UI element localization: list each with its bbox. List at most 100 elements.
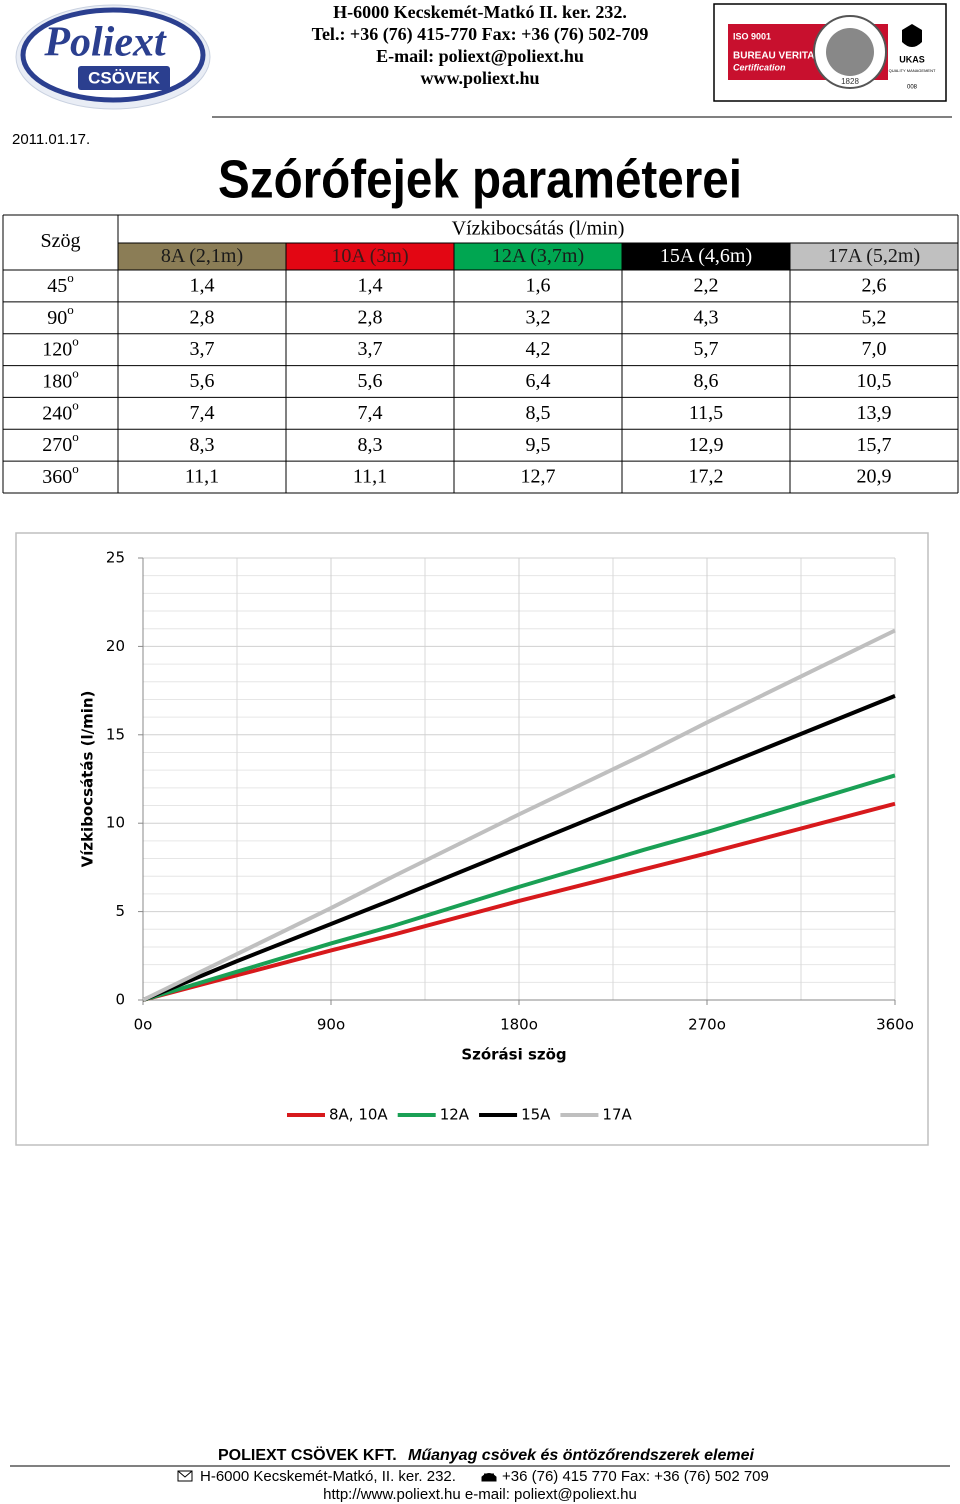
series-line: [142, 773, 896, 1002]
table-cell: 3,2: [526, 306, 551, 328]
table-cell: 2,6: [862, 275, 887, 297]
y-tick-label: 0: [115, 991, 125, 1009]
footer-tagline: Műanyag csövek és öntözőrendszerek eleme…: [408, 1447, 754, 1464]
footer-web: http://www.poliext.hu e-mail: poliext@po…: [323, 1486, 637, 1503]
table-cell: 11,1: [353, 466, 387, 488]
table-cell: 12,7: [521, 466, 556, 488]
phone-icon: [481, 1473, 497, 1482]
x-tick-label: 180o: [500, 1016, 538, 1034]
table-cell: 9,5: [526, 434, 551, 456]
angle: 360: [42, 466, 72, 488]
header-line: www.poliext.hu: [420, 68, 539, 88]
row-label: 180o: [42, 365, 79, 392]
angle-unit: o: [72, 397, 79, 412]
column-header-cell: [286, 243, 454, 270]
y-axis-label: Vízkibocsátás (l/min): [79, 691, 97, 868]
table-cell: 2,8: [190, 306, 215, 328]
table-cell: 5,7: [694, 338, 719, 360]
cert-label: Certification: [733, 62, 786, 72]
angle-unit: o: [72, 429, 79, 444]
logo-text: Poliext: [43, 20, 167, 66]
row-label: 90o: [47, 302, 74, 329]
table-cell: 3,7: [190, 338, 215, 360]
series-line: [142, 628, 896, 1002]
angle-unit: o: [72, 334, 79, 349]
table-cell: 20,9: [857, 466, 892, 488]
table-cell: 1,4: [190, 275, 215, 297]
angle: 45: [47, 275, 67, 297]
footer: POLIEXT CSÖVEK KFT. Műanyag csövek és ön…: [10, 1445, 950, 1503]
y-tick-label: 15: [106, 725, 125, 743]
angle: 240: [42, 402, 72, 424]
title: Szórófejek paraméterei: [218, 149, 742, 209]
cert-iso: ISO 9001: [733, 31, 771, 41]
table-cell: 8,5: [526, 402, 551, 424]
date: 2011.01.17.: [12, 131, 90, 148]
row-label: 360o: [42, 461, 79, 488]
table-corner: Szög: [41, 230, 81, 252]
table-cell: 12,9: [689, 434, 724, 456]
table-cell: 5,6: [358, 370, 383, 392]
chart: 0 5 10 15 20 25 0o 90o 180o 270o 360o Szórási szög V…: [79, 549, 914, 1124]
x-axis-label: Szórási szög: [461, 1046, 566, 1064]
header-line: Tel.: +36 (76) 415-770 Fax: +36 (76) 502…: [312, 24, 649, 45]
y-tick-label: 25: [106, 549, 125, 567]
column-header: 10A (3m): [331, 245, 408, 267]
table-cell: 8,3: [358, 434, 383, 456]
table-cell: 7,4: [358, 402, 383, 424]
series-line: [142, 694, 896, 1002]
y-tick-label: 5: [115, 902, 125, 920]
table-cell: 4,2: [526, 338, 551, 360]
angle: 120: [42, 338, 72, 360]
logo: Poliext CSÖVEK: [15, 4, 211, 110]
table-group-header: Vízkibocsátás (l/min): [452, 218, 625, 240]
cert-year: 1828: [841, 77, 859, 86]
column-header: 8A (2,1m): [161, 245, 243, 267]
footer-company: POLIEXT CSÖVEK KFT.: [218, 1445, 397, 1464]
cert-qm: QUALITY MANAGEMENT: [889, 68, 936, 73]
footer-phone: +36 (76) 415 770 Fax: +36 (76) 502 709: [502, 1468, 769, 1485]
angle-unit: o: [72, 461, 79, 476]
header-line: H-6000 Kecskemét-Matkó II. ker. 232.: [333, 2, 627, 22]
table-cell: 7,0: [862, 338, 887, 360]
x-tick-label: 0o: [134, 1016, 153, 1034]
table-cell: 1,4: [358, 275, 383, 297]
table: Szög Vízkibocsátás (l/min) 8A (2,1m) 10A (3…: [2, 214, 959, 494]
x-tick-label: 90o: [317, 1016, 345, 1034]
certification: ISO 9001 BUREAU VERITAS Certification 18…: [713, 3, 947, 102]
y-tick-label: 10: [106, 814, 125, 832]
table-cell: 5,2: [862, 306, 887, 328]
table-cell: 3,7: [358, 338, 383, 360]
table-cell: 2,2: [694, 275, 719, 297]
column-header-cell: [454, 243, 622, 270]
table-cell: 4,3: [694, 306, 719, 328]
table-cell: 6,4: [526, 370, 551, 392]
table-cell: 13,9: [857, 402, 892, 424]
angle: 180: [42, 370, 72, 392]
table-cell: 5,6: [190, 370, 215, 392]
cert-bv: BUREAU VERITAS: [733, 51, 821, 62]
legend-label: 8A, 10A: [329, 1106, 388, 1124]
legend-label: 17A: [602, 1106, 632, 1124]
table-cell: 2,8: [358, 306, 383, 328]
table-cell: 8,3: [190, 434, 215, 456]
row-label: 270o: [42, 429, 79, 456]
footer-address: H-6000 Kecskemét-Matkó, II. ker. 232.: [200, 1468, 456, 1485]
column-header-cell: [622, 243, 790, 270]
envelope-icon: [177, 1470, 193, 1482]
table-cell: 7,4: [190, 402, 215, 424]
angle-unit: o: [67, 270, 74, 285]
cert-ukas: UKAS: [899, 54, 925, 64]
column-header-cell: [118, 243, 286, 270]
x-tick-label: 360o: [876, 1016, 914, 1034]
logo-sub: CSÖVEK: [88, 68, 161, 87]
table-cell: 10,5: [857, 370, 892, 392]
table-cell: 11,5: [689, 402, 723, 424]
column-header: 17A (5,2m): [828, 245, 920, 267]
column-header: 12A (3,7m): [492, 245, 584, 267]
angle: 270: [42, 434, 72, 456]
column-header: 15A (4,6m): [660, 245, 752, 267]
x-tick-label: 270o: [688, 1016, 726, 1034]
table-cell: 15,7: [857, 434, 892, 456]
